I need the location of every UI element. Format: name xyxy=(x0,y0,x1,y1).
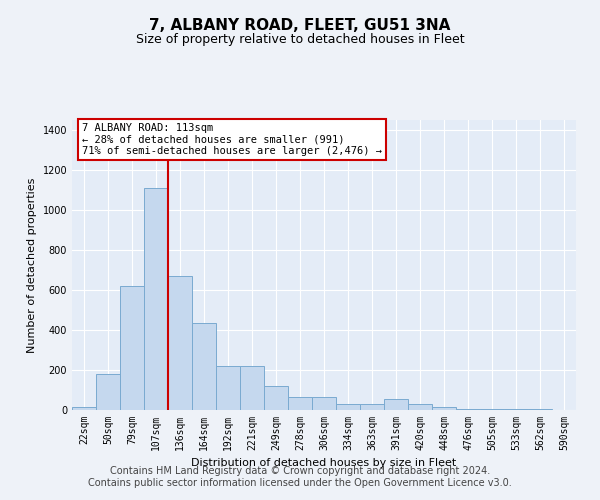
Bar xyxy=(72,407,96,410)
Bar xyxy=(336,404,360,410)
Bar xyxy=(480,409,504,410)
Bar xyxy=(264,386,288,410)
Bar xyxy=(288,397,312,410)
X-axis label: Distribution of detached houses by size in Fleet: Distribution of detached houses by size … xyxy=(191,458,457,468)
Text: 7 ALBANY ROAD: 113sqm
← 28% of detached houses are smaller (991)
71% of semi-det: 7 ALBANY ROAD: 113sqm ← 28% of detached … xyxy=(82,123,382,156)
Bar xyxy=(360,404,384,410)
Bar xyxy=(432,407,456,410)
Bar xyxy=(384,399,408,410)
Bar xyxy=(312,397,336,410)
Bar xyxy=(192,323,216,410)
Bar xyxy=(456,409,480,410)
Bar xyxy=(144,188,168,410)
Bar xyxy=(408,404,432,410)
Text: Contains HM Land Registry data © Crown copyright and database right 2024.
Contai: Contains HM Land Registry data © Crown c… xyxy=(88,466,512,487)
Text: Size of property relative to detached houses in Fleet: Size of property relative to detached ho… xyxy=(136,32,464,46)
Bar xyxy=(528,409,552,410)
Bar xyxy=(120,286,144,410)
Bar xyxy=(96,374,120,410)
Bar xyxy=(168,276,192,410)
Y-axis label: Number of detached properties: Number of detached properties xyxy=(27,178,37,352)
Bar xyxy=(504,409,528,410)
Text: 7, ALBANY ROAD, FLEET, GU51 3NA: 7, ALBANY ROAD, FLEET, GU51 3NA xyxy=(149,18,451,32)
Bar xyxy=(240,366,264,410)
Bar xyxy=(216,366,240,410)
